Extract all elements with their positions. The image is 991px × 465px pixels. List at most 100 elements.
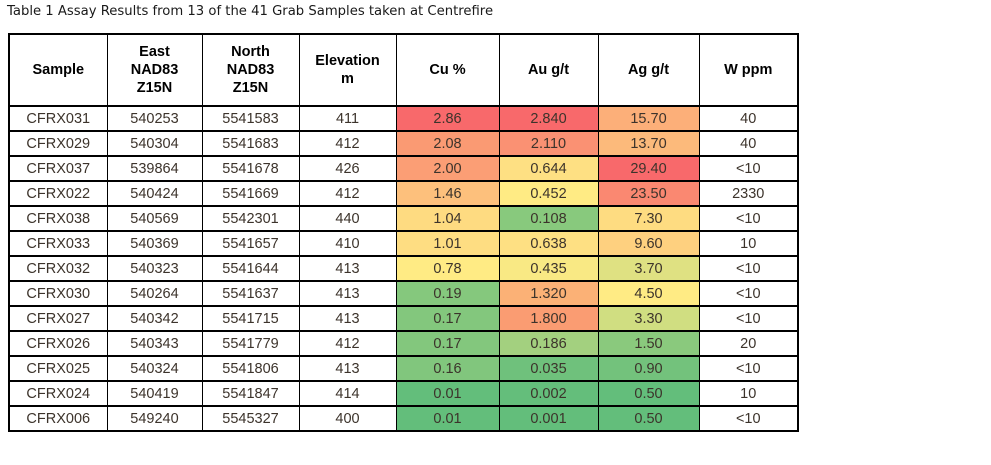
table-row: CFRX025 540324 5541806 413 0.16 0.035 0.90 <10 (8, 355, 799, 382)
cell-east: 540569 (106, 205, 203, 232)
cell-au: 1.320 (498, 280, 599, 307)
cell-elevation: 426 (298, 155, 397, 182)
cell-east: 540323 (106, 255, 203, 282)
cell-cu: 0.16 (395, 355, 500, 382)
cell-north: 5541669 (201, 180, 300, 207)
cell-north: 5541683 (201, 130, 300, 157)
cell-east: 540342 (106, 305, 203, 332)
cell-w: 40 (698, 105, 799, 132)
cell-cu: 0.17 (395, 330, 500, 357)
column-header-north: North NAD83 Z15N (201, 33, 300, 107)
cell-ag: 23.50 (597, 180, 700, 207)
cell-elevation: 410 (298, 230, 397, 257)
cell-east: 540369 (106, 230, 203, 257)
assay-table-body: CFRX031 540253 5541583 411 2.86 2.840 15.70 40 C… (8, 105, 799, 432)
column-header-w: W ppm (698, 33, 799, 107)
cell-north: 5541678 (201, 155, 300, 182)
cell-ag: 3.30 (597, 305, 700, 332)
cell-cu: 0.19 (395, 280, 500, 307)
column-header-east: East NAD83 Z15N (106, 33, 203, 107)
cell-cu: 0.01 (395, 405, 500, 432)
cell-cu: 0.78 (395, 255, 500, 282)
cell-ag: 4.50 (597, 280, 700, 307)
cell-north: 5541806 (201, 355, 300, 382)
cell-cu: 0.01 (395, 380, 500, 407)
cell-elevation: 440 (298, 205, 397, 232)
cell-au: 1.800 (498, 305, 599, 332)
cell-sample: CFRX030 (8, 280, 108, 307)
cell-au: 0.002 (498, 380, 599, 407)
cell-au: 0.186 (498, 330, 599, 357)
cell-sample: CFRX033 (8, 230, 108, 257)
cell-w: <10 (698, 405, 799, 432)
cell-ag: 1.50 (597, 330, 700, 357)
cell-east: 540253 (106, 105, 203, 132)
table-row: CFRX027 540342 5541715 413 0.17 1.800 3.30 <10 (8, 305, 799, 332)
cell-cu: 1.46 (395, 180, 500, 207)
cell-north: 5542301 (201, 205, 300, 232)
cell-w: 10 (698, 230, 799, 257)
cell-sample: CFRX027 (8, 305, 108, 332)
cell-w: <10 (698, 280, 799, 307)
cell-ag: 0.50 (597, 380, 700, 407)
cell-au: 0.452 (498, 180, 599, 207)
cell-cu: 2.08 (395, 130, 500, 157)
column-header-au: Au g/t (498, 33, 599, 107)
cell-w: <10 (698, 255, 799, 282)
cell-elevation: 412 (298, 130, 397, 157)
cell-elevation: 412 (298, 180, 397, 207)
cell-elevation: 411 (298, 105, 397, 132)
cell-elevation: 412 (298, 330, 397, 357)
table-row: CFRX032 540323 5541644 413 0.78 0.435 3.70 <10 (8, 255, 799, 282)
table-row: CFRX033 540369 5541657 410 1.01 0.638 9.60 10 (8, 230, 799, 257)
cell-north: 5541715 (201, 305, 300, 332)
column-header-ag: Ag g/t (597, 33, 700, 107)
cell-east: 540419 (106, 380, 203, 407)
cell-sample: CFRX029 (8, 130, 108, 157)
cell-elevation: 414 (298, 380, 397, 407)
cell-w: <10 (698, 355, 799, 382)
cell-au: 0.035 (498, 355, 599, 382)
table-row: CFRX024 540419 5541847 414 0.01 0.002 0.50 10 (8, 380, 799, 407)
cell-au: 2.840 (498, 105, 599, 132)
cell-sample: CFRX031 (8, 105, 108, 132)
cell-sample: CFRX006 (8, 405, 108, 432)
cell-ag: 7.30 (597, 205, 700, 232)
cell-au: 0.435 (498, 255, 599, 282)
cell-east: 539864 (106, 155, 203, 182)
cell-east: 540264 (106, 280, 203, 307)
table-row: CFRX022 540424 5541669 412 1.46 0.452 23.50 233… (8, 180, 799, 207)
cell-sample: CFRX026 (8, 330, 108, 357)
cell-east: 540343 (106, 330, 203, 357)
cell-cu: 2.00 (395, 155, 500, 182)
cell-north: 5541637 (201, 280, 300, 307)
cell-au: 2.110 (498, 130, 599, 157)
cell-north: 5541644 (201, 255, 300, 282)
cell-north: 5541847 (201, 380, 300, 407)
cell-north: 5541657 (201, 230, 300, 257)
column-header-elevation: Elevation m (298, 33, 397, 107)
cell-au: 0.644 (498, 155, 599, 182)
cell-w: 10 (698, 380, 799, 407)
cell-elevation: 413 (298, 280, 397, 307)
cell-elevation: 413 (298, 305, 397, 332)
cell-w: 20 (698, 330, 799, 357)
cell-w: 2330 (698, 180, 799, 207)
cell-north: 5541779 (201, 330, 300, 357)
cell-sample: CFRX024 (8, 380, 108, 407)
cell-cu: 1.01 (395, 230, 500, 257)
cell-ag: 3.70 (597, 255, 700, 282)
table-row: CFRX031 540253 5541583 411 2.86 2.840 15.70 40 (8, 105, 799, 132)
cell-w: <10 (698, 305, 799, 332)
table-header-row: Sample East NAD83 Z15N North NAD83 Z15N … (8, 33, 799, 107)
cell-au: 0.638 (498, 230, 599, 257)
column-header-cu: Cu % (395, 33, 500, 107)
cell-north: 5541583 (201, 105, 300, 132)
cell-east: 540324 (106, 355, 203, 382)
table-row: CFRX026 540343 5541779 412 0.17 0.186 1.50 20 (8, 330, 799, 357)
cell-sample: CFRX037 (8, 155, 108, 182)
cell-east: 540304 (106, 130, 203, 157)
table-row: CFRX029 540304 5541683 412 2.08 2.110 13.70 40 (8, 130, 799, 157)
table-row: CFRX006 549240 5545327 400 0.01 0.001 0.50 <10 (8, 405, 799, 432)
